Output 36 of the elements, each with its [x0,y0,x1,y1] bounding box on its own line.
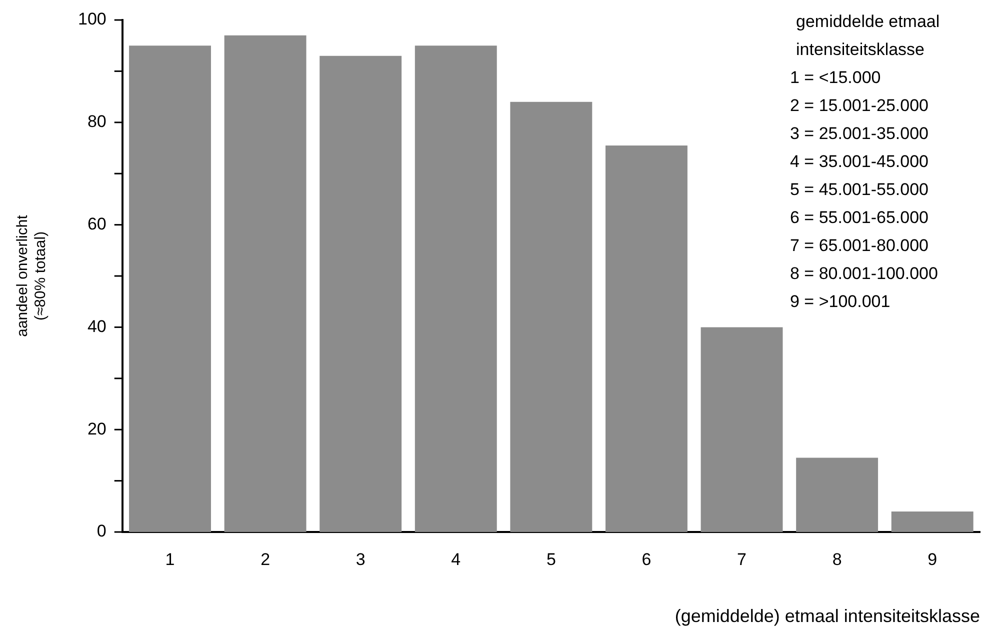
annotation: 6 = 55.001-65.000 [790,208,928,228]
x-tick-label: 2 [260,550,270,569]
y-tick-label: 100 [78,10,106,29]
annotation: 8 = 80.001-100.000 [790,264,938,284]
annotation: 4 = 35.001-45.000 [790,152,928,172]
bar [606,145,688,532]
x-tick-label: 5 [546,550,556,569]
x-tick-label: 4 [451,550,461,569]
bar [796,458,878,532]
x-tick-label: 7 [737,550,746,569]
bar [129,46,211,532]
y-tick-label: 20 [87,419,106,438]
annotation: 7 = 65.001-80.000 [790,236,928,256]
bar [320,56,402,532]
annotation: 5 = 45.001-55.000 [790,180,928,200]
y-tick-label: 40 [87,316,106,336]
bar [891,512,974,532]
x-tick-label: 8 [832,550,842,569]
bar [510,102,592,532]
x-tick-label: 9 [928,550,938,569]
bar [700,327,783,532]
y-axis-title: aandeel onverlicht (≈80% totaal) [14,214,50,337]
bar [414,46,497,532]
annotation: gemiddelde etmaal intensiteitsklasse [796,12,940,60]
x-axis-title: (gemiddelde) etmaal intensiteitsklasse [674,606,980,626]
annotation: 9 = >100.001 [790,292,890,312]
x-tick-label: 1 [165,550,175,569]
y-tick-label: 0 [96,522,106,541]
x-tick-label: 3 [356,550,366,569]
bar [224,35,306,532]
x-tick-label: 6 [642,550,652,569]
y-tick-label: 80 [87,112,106,132]
annotation: 2 = 15.001-25.000 [790,96,928,116]
annotation: 1 = <15.000 [790,68,881,88]
y-tick-label: 60 [87,214,106,234]
annotation: 3 = 25.001-35.000 [790,124,928,144]
